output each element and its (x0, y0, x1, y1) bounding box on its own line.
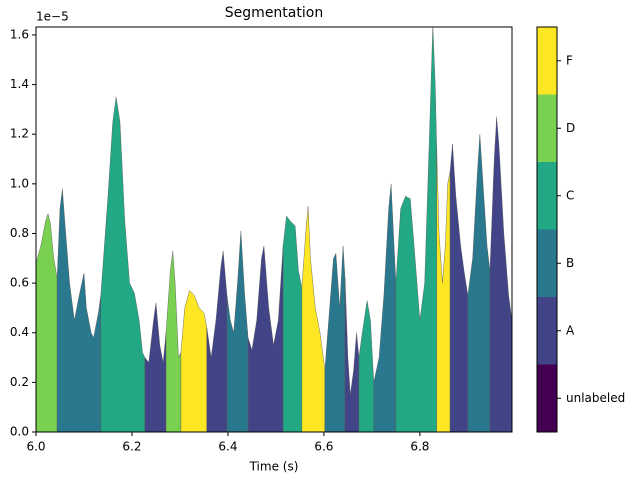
colorbar-label: F (566, 53, 573, 67)
segment-area (358, 300, 375, 432)
colorbar-band (537, 229, 557, 297)
y-tick-label: 1.4 (10, 77, 29, 91)
y-tick-label: 0.6 (10, 276, 29, 290)
colorbar-label: B (566, 256, 574, 270)
colorbar-band (537, 162, 557, 230)
colorbar-band (537, 27, 557, 95)
plot-area (36, 27, 512, 432)
x-tick-label: 6.2 (122, 440, 141, 454)
colorbar-label: unlabeled (566, 391, 625, 405)
colorbar-frame (536, 26, 558, 433)
segment-area (344, 278, 360, 432)
segment-area (206, 250, 228, 432)
segment-area (165, 250, 182, 432)
x-tick-label: 6.8 (410, 440, 429, 454)
colorbar-band (537, 364, 557, 432)
y-offset-label: 1e−5 (36, 10, 69, 24)
colorbar-band (537, 94, 557, 162)
x-tick-label: 6.6 (314, 440, 333, 454)
segment-area (144, 302, 167, 432)
chart-title: Segmentation (225, 5, 323, 21)
y-tick-label: 0.8 (10, 226, 29, 240)
colorbar-label: C (566, 188, 574, 202)
segment-area (247, 245, 284, 432)
y-tick-label: 1.6 (10, 27, 29, 41)
x-tick-label: 6.4 (218, 440, 237, 454)
y-tick-label: 1.2 (10, 127, 29, 141)
y-tick-label: 1.0 (10, 176, 29, 190)
segment-area (373, 183, 397, 432)
segment-area (395, 27, 437, 432)
y-tick-label: 0.0 (10, 425, 29, 439)
colorbar-label: D (566, 121, 575, 135)
segment-area (100, 96, 146, 432)
segment-area (56, 188, 101, 432)
segment-area (449, 144, 469, 432)
segment-area (489, 116, 512, 432)
x-tick-label: 6.0 (26, 440, 45, 454)
y-tick-label: 0.4 (10, 325, 29, 339)
x-axis-label: Time (s) (249, 460, 299, 474)
segment-area (301, 206, 326, 432)
plot-frame (35, 26, 513, 433)
y-tick-label: 0.2 (10, 375, 29, 389)
segment-area (467, 134, 491, 432)
segment-area (226, 230, 249, 432)
segment-area (180, 290, 208, 432)
segment-area (324, 245, 346, 432)
segment-area (282, 215, 303, 432)
segment-area (436, 146, 451, 432)
segment-area (36, 212, 58, 432)
colorbar-label: A (566, 323, 575, 337)
colorbar-band (537, 297, 557, 365)
